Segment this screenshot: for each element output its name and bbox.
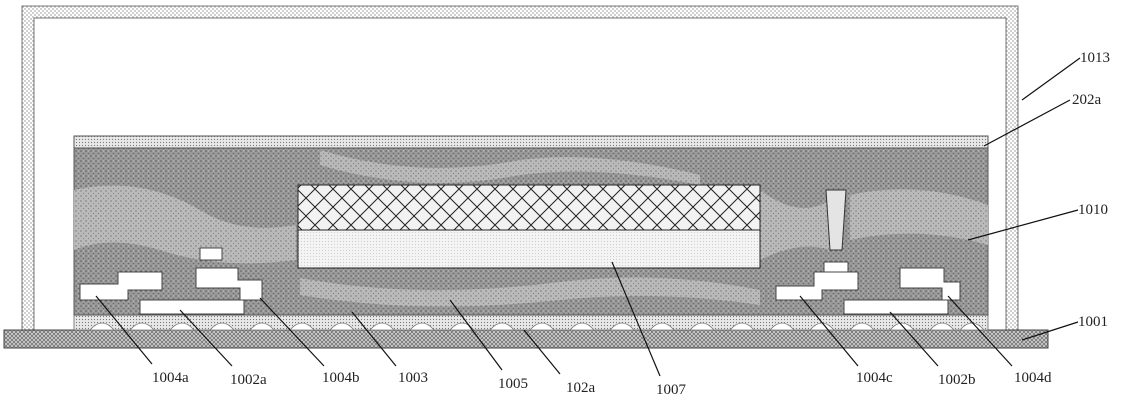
label-1004c: 1004c	[856, 370, 893, 386]
layer-202a	[74, 136, 988, 148]
label-1005: 1005	[498, 376, 528, 392]
label-1004d: 1004d	[1014, 370, 1052, 386]
label-1003: 1003	[398, 370, 428, 386]
via	[826, 190, 846, 250]
chip-top-crosshatch	[298, 185, 760, 230]
label-1002a: 1002a	[230, 372, 267, 388]
label-1004b: 1004b	[322, 370, 360, 386]
label-1004a: 1004a	[152, 370, 189, 386]
label-1002b: 1002b	[938, 372, 976, 388]
label-1013: 1013	[1080, 50, 1110, 66]
label-1010: 1010	[1078, 202, 1108, 218]
label-1007: 1007	[656, 382, 687, 398]
layer-102a	[74, 315, 988, 330]
label-202a: 202a	[1072, 92, 1102, 108]
label-102a: 102a	[566, 380, 596, 396]
chip-1007	[298, 230, 760, 268]
label-1001: 1001	[1078, 314, 1108, 330]
